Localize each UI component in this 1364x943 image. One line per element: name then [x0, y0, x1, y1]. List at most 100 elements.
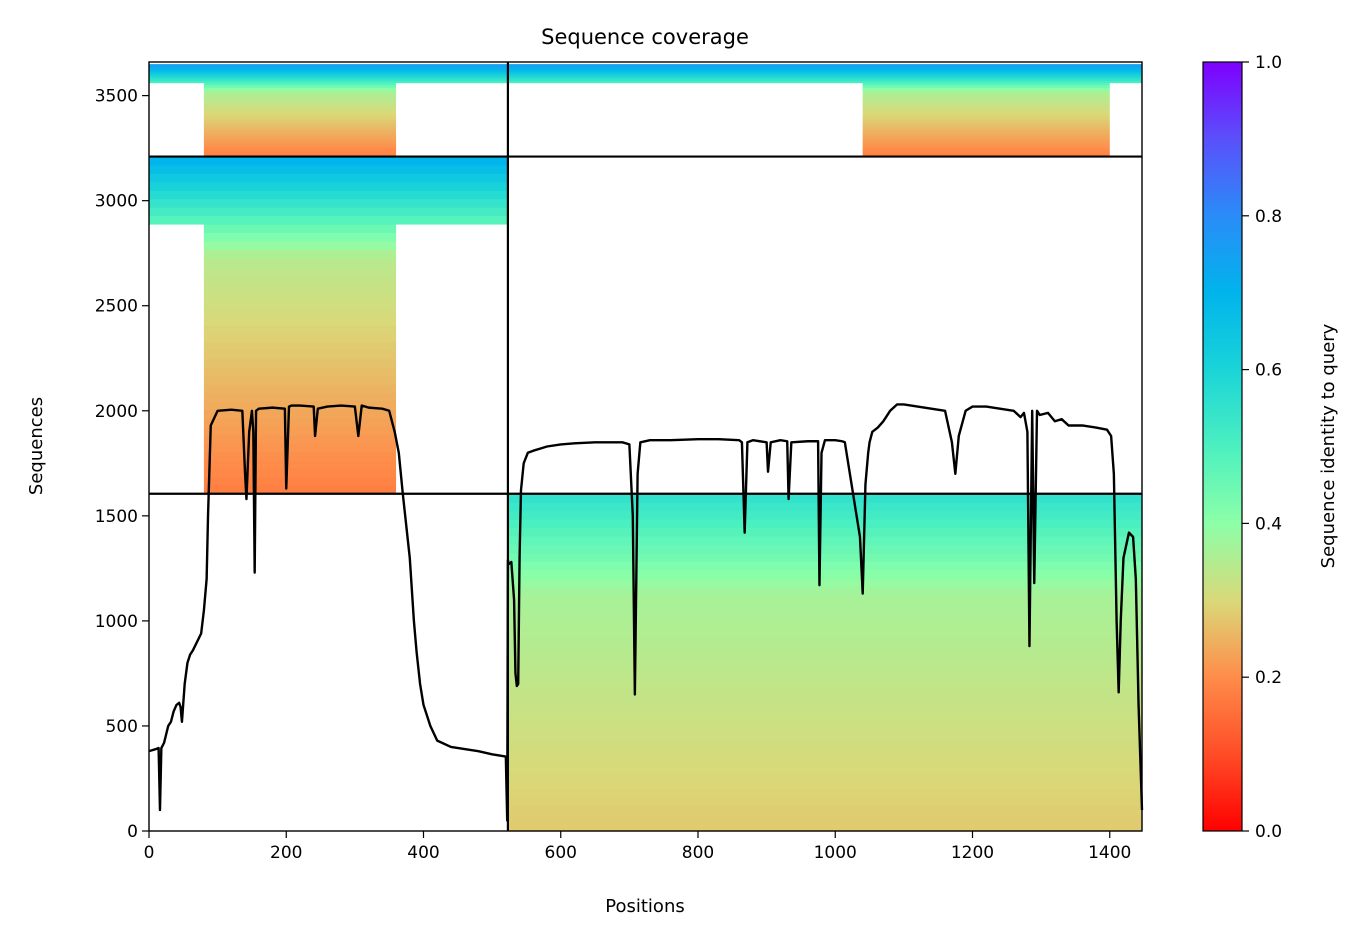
coverage-band [862, 89, 1110, 93]
coverage-band [507, 77, 1142, 81]
coverage-band [507, 814, 1142, 824]
coverage-band [203, 105, 397, 109]
coverage-band [862, 105, 1110, 109]
plot-area [149, 64, 1142, 832]
x-tick-label: 1200 [951, 843, 994, 863]
coverage-band [507, 746, 1142, 756]
coverage-band [149, 80, 508, 84]
chain-boundary-layer [149, 62, 1142, 831]
coverage-band [862, 135, 1110, 139]
coverage-band [862, 84, 1110, 88]
coverage-band [862, 131, 1110, 135]
coverage-band [203, 283, 397, 293]
coverage-band [862, 117, 1110, 121]
coverage-band [862, 101, 1110, 104]
coverage-band [862, 87, 1110, 91]
coverage-band [507, 662, 1142, 672]
coverage-band [203, 147, 397, 151]
coverage-band [507, 729, 1142, 739]
coverage-band [507, 712, 1142, 722]
x-tick-label: 400 [407, 843, 439, 863]
coverage-band [507, 653, 1142, 663]
coverage-band [203, 316, 397, 326]
coverage-band [203, 468, 397, 478]
coverage-band [149, 181, 508, 191]
coverage-band [862, 128, 1110, 132]
y-axis: 0 500 1000 1500 2000 2500 3000 3500 [95, 87, 149, 842]
coverage-band [862, 124, 1110, 128]
coverage-band [203, 451, 397, 461]
colorbar-axis: 0.0 0.2 0.4 0.6 0.8 1.0 [1242, 53, 1282, 842]
coverage-band [203, 426, 397, 436]
coverage-band [507, 805, 1142, 815]
coverage-band [507, 679, 1142, 689]
x-tick-label: 1400 [1088, 843, 1131, 863]
coverage-band [203, 240, 397, 250]
coverage-band [862, 147, 1110, 151]
x-tick-label: 0 [144, 843, 155, 863]
coverage-band [507, 628, 1142, 638]
coverage-band [507, 738, 1142, 748]
coverage-band [507, 75, 1142, 79]
coverage-band [507, 80, 1142, 84]
coverage-band [862, 94, 1110, 98]
coverage-band [203, 126, 397, 130]
coverage-band [203, 103, 397, 107]
coverage-band [149, 77, 508, 81]
coverage-band [507, 611, 1142, 621]
coverage-band [507, 586, 1142, 596]
coverage-band [203, 350, 397, 360]
x-tick-label: 800 [682, 843, 714, 863]
coverage-band [862, 121, 1110, 125]
coverage-band [862, 103, 1110, 107]
coverage-band [507, 788, 1142, 798]
coverage-band [507, 780, 1142, 790]
coverage-band [203, 119, 397, 123]
coverage-band [507, 66, 1142, 70]
colorbar-tick-label: 0.0 [1255, 822, 1282, 842]
coverage-band [507, 687, 1142, 697]
coverage-band [507, 71, 1142, 74]
coverage-band [507, 620, 1142, 630]
coverage-band [203, 232, 397, 242]
coverage-band [149, 75, 508, 79]
coverage-band [203, 249, 397, 259]
coverage-band [507, 502, 1142, 512]
coverage-block-2 [149, 156, 508, 495]
colorbar-tick-label: 0.8 [1255, 207, 1282, 227]
coverage-band [203, 308, 397, 318]
coverage-band [203, 96, 397, 100]
coverage-band [203, 409, 397, 419]
x-tick-label: 200 [270, 843, 302, 863]
coverage-band [203, 133, 397, 137]
coverage-band [203, 476, 397, 486]
x-tick-label: 600 [545, 843, 577, 863]
coverage-band [203, 114, 397, 118]
coverage-band [203, 117, 397, 121]
coverage-band [507, 535, 1142, 545]
coverage-band [149, 164, 508, 175]
coverage-band [862, 108, 1110, 111]
coverage-band [862, 112, 1110, 116]
coverage-band [203, 87, 397, 91]
coverage-band [203, 460, 397, 470]
coverage-band [149, 190, 508, 200]
coverage-block-0 [149, 64, 508, 158]
coverage-band [507, 603, 1142, 613]
coverage-band [149, 73, 508, 77]
coverage-band [203, 144, 397, 148]
coverage-band [203, 358, 397, 368]
coverage-band [203, 110, 397, 114]
coverage-band [507, 552, 1142, 562]
y-tick-label: 1500 [95, 507, 138, 527]
coverage-band [862, 151, 1110, 155]
colorbar-tick-label: 0.2 [1255, 668, 1282, 688]
coverage-band [203, 101, 397, 104]
coverage-band [203, 257, 397, 267]
coverage-band [507, 771, 1142, 782]
coverage-band [507, 704, 1142, 714]
x-axis: 0 200 400 600 800 1000 1200 1400 [144, 831, 1131, 863]
colorbar-tick-label: 0.4 [1255, 514, 1282, 534]
coverage-band [149, 215, 508, 225]
